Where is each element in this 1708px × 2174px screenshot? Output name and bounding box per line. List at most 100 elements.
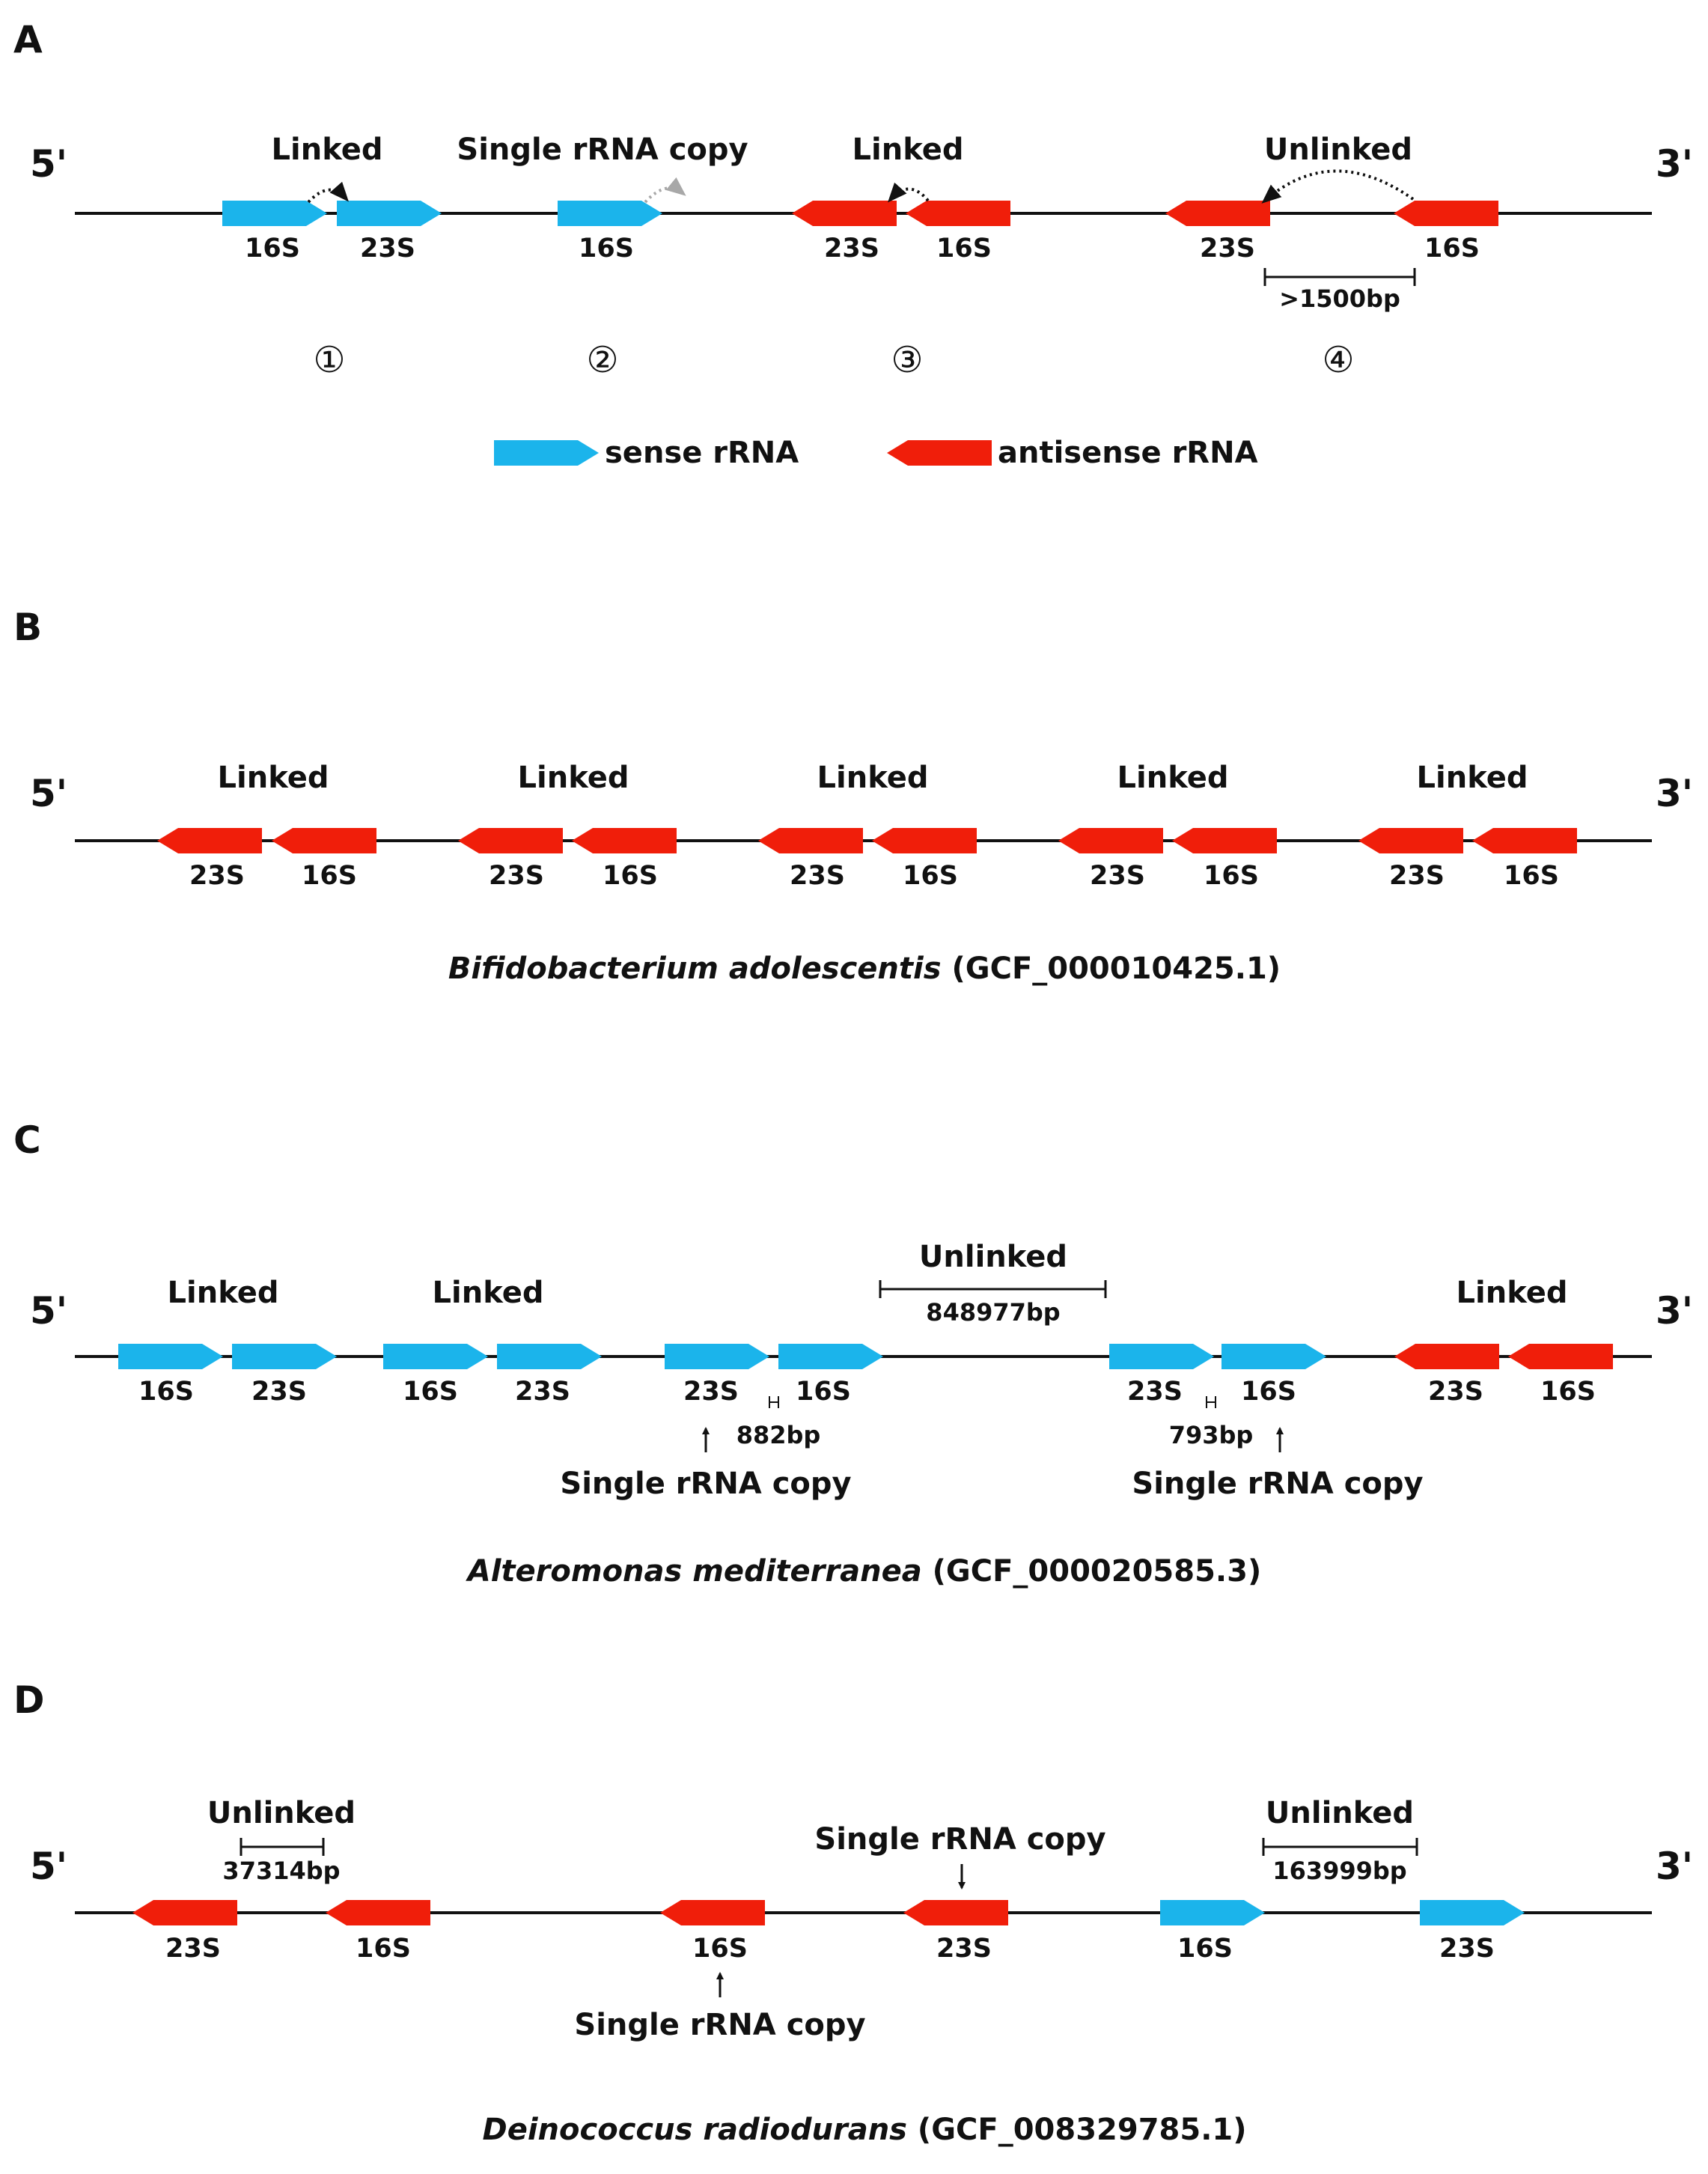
panel-b-linked: Linked bbox=[1117, 761, 1229, 795]
panel-a-single-copy: Single rRNA copy bbox=[457, 133, 748, 167]
panel-d-unlinked-distance-2: 163999bp bbox=[1272, 1857, 1406, 1885]
gene-label: 23S bbox=[1428, 1377, 1483, 1407]
gene-arrow bbox=[118, 1344, 223, 1369]
panel-c-genes bbox=[118, 1344, 1613, 1369]
species-accession: (GCF_000020585.3) bbox=[922, 1554, 1262, 1589]
gene-arrow bbox=[458, 828, 563, 853]
panel-d-single-copy-bottom: Single rRNA copy bbox=[574, 2008, 865, 2042]
marker-2: ② bbox=[586, 339, 618, 381]
gene-arrow bbox=[792, 201, 897, 226]
panel-b-three-prime: 3' bbox=[1656, 772, 1693, 815]
legend-antisense-label: antisense rRNA bbox=[998, 436, 1258, 470]
gene-arrow bbox=[1394, 1344, 1499, 1369]
panel-d-unlinked-bar-2 bbox=[1262, 1838, 1418, 1856]
gene-arrow bbox=[1160, 1900, 1265, 1925]
gene-arrow bbox=[660, 1900, 765, 1925]
panel-b-linked: Linked bbox=[518, 761, 629, 795]
panel-d-unlinked-2: Unlinked bbox=[1266, 1796, 1414, 1830]
panel-b-linked: Linked bbox=[218, 761, 329, 795]
species-name: Bifidobacterium adolescentis bbox=[448, 951, 942, 986]
gene-arrow bbox=[558, 201, 662, 226]
gene-arrow bbox=[326, 1900, 430, 1925]
gene-arrow bbox=[272, 828, 376, 853]
panel-d-gene-labels: 23S 16S 16S 23S 16S 23S bbox=[165, 1934, 1495, 1964]
species-accession: (GCF_000010425.1) bbox=[942, 951, 1281, 986]
link-arrow-3 bbox=[888, 182, 930, 203]
panel-d-three-prime: 3' bbox=[1656, 1845, 1693, 1888]
panel-a-gene-labels: 16S 23S 16S 23S 16S 23S 16S bbox=[245, 234, 1480, 264]
gene-arrow bbox=[1058, 828, 1163, 853]
panel-d: D 5' 3' 23S 16S 16S 23S 16S 23S Unlinked… bbox=[13, 1678, 1693, 2147]
gene-arrow bbox=[1109, 1344, 1214, 1369]
panel-b-linked: Linked bbox=[817, 761, 929, 795]
gene-arrow bbox=[1172, 828, 1277, 853]
panel-c-gap-bracket-2 bbox=[1206, 1396, 1216, 1408]
panel-c-gap-1: 882bp bbox=[736, 1421, 821, 1449]
panel-c-letter: C bbox=[13, 1118, 41, 1162]
panel-b-species: Bifidobacterium adolescentis (GCF_000010… bbox=[448, 951, 1281, 986]
panel-d-unlinked-distance-1: 37314bp bbox=[222, 1857, 340, 1885]
gene-label: 23S bbox=[189, 861, 245, 891]
panel-a: A 5' 3' 16S 23S 16S 23S 16S 23S 16S Link… bbox=[13, 18, 1693, 470]
gene-label: 23S bbox=[936, 1934, 992, 1964]
legend-sense-label: sense rRNA bbox=[605, 436, 799, 470]
gene-label: 16S bbox=[1241, 1377, 1296, 1407]
species-accession: (GCF_008329785.1) bbox=[907, 2113, 1247, 2147]
gene-arrow bbox=[337, 201, 442, 226]
gene-label: 16S bbox=[403, 1377, 458, 1407]
panel-b-genes bbox=[157, 828, 1577, 853]
panel-a-distance-bar bbox=[1263, 268, 1416, 286]
panel-c-linked-3: Linked bbox=[1457, 1276, 1568, 1310]
panel-d-letter: D bbox=[13, 1678, 45, 1722]
panel-a-distance-label: >1500bp bbox=[1279, 284, 1400, 313]
gene-arrow bbox=[1508, 1344, 1613, 1369]
marker-1: ① bbox=[313, 339, 345, 381]
panel-c-linked-2: Linked bbox=[433, 1276, 544, 1310]
gene-arrow bbox=[157, 828, 262, 853]
link-arrow-4 bbox=[1261, 169, 1415, 204]
gene-label: 16S bbox=[138, 1377, 194, 1407]
panel-c-three-prime: 3' bbox=[1656, 1289, 1693, 1333]
gene-label: 23S bbox=[165, 1934, 221, 1964]
panel-c-linked-1: Linked bbox=[168, 1276, 279, 1310]
gene-label: 23S bbox=[790, 861, 845, 891]
gene-arrow bbox=[903, 1900, 1008, 1925]
panel-d-unlinked-1: Unlinked bbox=[207, 1796, 356, 1830]
panel-a-unlinked-4: Unlinked bbox=[1264, 133, 1412, 167]
panel-c-unlinked-distance: 848977bp bbox=[926, 1298, 1060, 1327]
gene-arrow bbox=[1165, 201, 1270, 226]
legend-antisense-swatch bbox=[887, 440, 992, 466]
gene-label: 16S bbox=[1177, 1934, 1233, 1964]
gene-label: 23S bbox=[1127, 1377, 1183, 1407]
panel-c-five-prime: 5' bbox=[30, 1289, 67, 1333]
gene-label: 16S bbox=[579, 234, 634, 264]
gene-arrow bbox=[572, 828, 677, 853]
gene-arrow bbox=[778, 1344, 883, 1369]
gene-label: 23S bbox=[1439, 1934, 1495, 1964]
gene-label: 23S bbox=[1200, 234, 1255, 264]
gene-arrow bbox=[1358, 828, 1463, 853]
panel-d-species: Deinococcus radiodurans (GCF_008329785.1… bbox=[483, 2113, 1247, 2147]
single-copy-arrow bbox=[644, 177, 686, 204]
panel-a-linked-1: Linked bbox=[272, 133, 383, 167]
panel-c-gap-2: 793bp bbox=[1169, 1421, 1254, 1449]
gene-arrow bbox=[1221, 1344, 1326, 1369]
panel-c-species: Alteromonas mediterranea (GCF_000020585.… bbox=[466, 1554, 1261, 1589]
gene-arrow bbox=[872, 828, 977, 853]
link-arrow-1 bbox=[307, 181, 349, 204]
gene-label: 23S bbox=[489, 861, 544, 891]
gene-label: 16S bbox=[603, 861, 658, 891]
panel-a-genes bbox=[222, 201, 1498, 226]
gene-label: 23S bbox=[1389, 861, 1445, 891]
panel-d-genes bbox=[132, 1900, 1525, 1925]
gene-label: 16S bbox=[692, 1934, 748, 1964]
gene-label: 16S bbox=[796, 1377, 851, 1407]
gene-label: 16S bbox=[903, 861, 958, 891]
legend: sense rRNA antisense rRNA bbox=[494, 436, 1258, 470]
gene-label: 23S bbox=[251, 1377, 307, 1407]
marker-4: ④ bbox=[1322, 339, 1354, 381]
gene-arrow bbox=[665, 1344, 769, 1369]
gene-arrow bbox=[906, 201, 1010, 226]
gene-label: 23S bbox=[515, 1377, 570, 1407]
